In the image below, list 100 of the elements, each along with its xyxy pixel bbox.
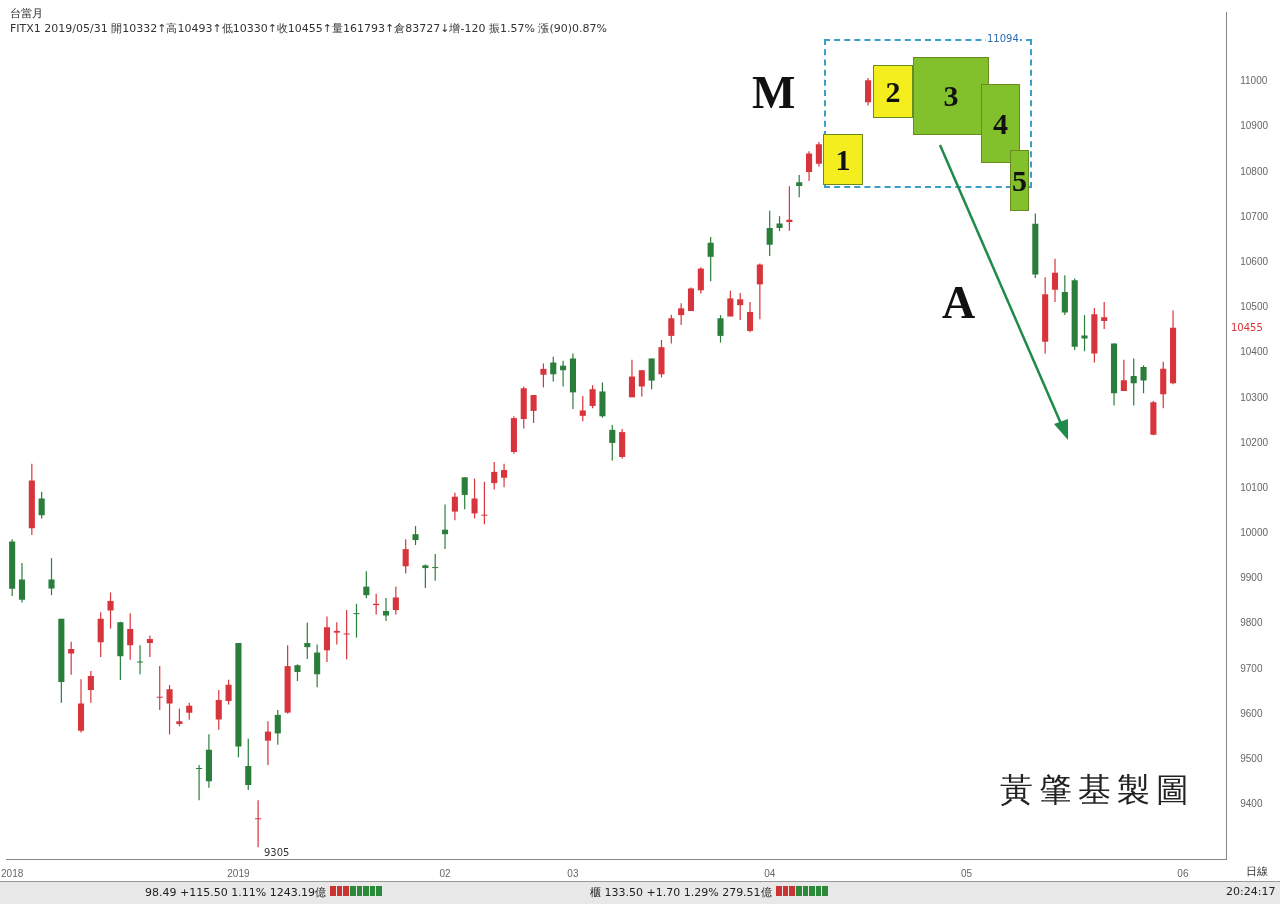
- y-tick-label: 9700: [1240, 662, 1263, 674]
- candlestick: [166, 684, 173, 735]
- candlestick: [540, 362, 547, 388]
- number-box: 5: [1010, 150, 1029, 211]
- annotation: 黃肇基製圖: [1000, 769, 1195, 811]
- candlestick: [196, 764, 203, 801]
- candlestick: [530, 394, 537, 424]
- x-tick-label: 03: [567, 867, 579, 879]
- candlestick: [697, 266, 704, 295]
- annotation: 11094: [986, 33, 1020, 44]
- candlestick: [491, 461, 498, 491]
- annotation: 5: [1012, 163, 1027, 198]
- candlestick: [245, 738, 252, 791]
- candlestick: [638, 369, 645, 398]
- candlestick: [402, 538, 409, 575]
- text: 98.49 +115.50 1.11% 1243.19億: [145, 885, 327, 900]
- candlestick: [18, 562, 26, 604]
- y-tick-label: 9500: [1240, 752, 1263, 764]
- x-tick-label: 2019: [227, 867, 250, 879]
- annotation: 2: [885, 74, 901, 109]
- candlestick: [422, 563, 429, 589]
- candlestick: [432, 553, 439, 582]
- candlestick: [451, 492, 458, 521]
- candlestick: [107, 591, 114, 630]
- candlestick: [127, 612, 134, 661]
- y-tick-label: 10100: [1240, 481, 1269, 493]
- text: 20:24:17: [1226, 885, 1276, 898]
- candlestick: [353, 603, 360, 639]
- y-tick-label: 10900: [1240, 120, 1269, 132]
- candlestick: [97, 611, 104, 658]
- candlestick: [815, 141, 822, 168]
- candlestick: [806, 150, 813, 182]
- candlestick: [1130, 357, 1137, 407]
- y-tick-label: 9800: [1240, 617, 1263, 629]
- candlestick: [255, 799, 262, 848]
- y-tick-label: 11000: [1240, 75, 1268, 87]
- candlestick: [333, 621, 340, 646]
- candlestick: [865, 77, 872, 107]
- candlestick: [756, 263, 763, 320]
- text: 櫃 133.50 +1.70 1.29% 279.51億: [590, 885, 772, 900]
- number-box: 1: [823, 134, 863, 185]
- candlestick: [461, 476, 468, 510]
- candlestick: [1140, 364, 1147, 394]
- y-tick-label: 10600: [1240, 256, 1269, 268]
- candlestick: [628, 359, 636, 398]
- candlestick: [343, 609, 350, 660]
- annotation: M: [752, 66, 796, 119]
- text: 日線: [1246, 864, 1268, 879]
- candlestick: [471, 478, 478, 519]
- candlestick: [589, 384, 596, 409]
- candlestick: [137, 644, 144, 675]
- candlestick: [382, 597, 390, 622]
- candlestick: [501, 463, 508, 488]
- candlestick: [323, 615, 331, 663]
- y-tick-label: 10000: [1240, 527, 1269, 539]
- x-tick-label: 06: [1177, 867, 1189, 879]
- y-tick-label: 10500: [1240, 301, 1269, 313]
- y-tick-label: 9400: [1240, 798, 1263, 810]
- text: FITX1 2019/05/31 開10332↑高10493↑低10330↑收10455↑量161793↑倉83727↓增-120 振1.57% 漲(90)0.87%: [10, 21, 607, 36]
- y-tick-label: 10400: [1240, 346, 1269, 358]
- annotation: 4: [993, 106, 1008, 141]
- candlestick: [609, 424, 616, 462]
- candlestick: [38, 491, 45, 519]
- x-tick-label: 05: [960, 867, 973, 879]
- candlestick: [707, 236, 714, 282]
- candlestick: [87, 670, 94, 704]
- number-box: 2: [873, 65, 913, 118]
- candlestick: [1120, 359, 1127, 392]
- annotation: 9305: [264, 847, 290, 858]
- candlestick: [156, 665, 163, 711]
- chart-title: 台當月: [10, 6, 43, 21]
- candlestick: [412, 525, 419, 546]
- text: 10455: [1229, 322, 1265, 333]
- candlestick: [392, 586, 399, 616]
- candlestick: [225, 679, 232, 706]
- candlestick: [314, 643, 321, 688]
- candlestick: [146, 634, 153, 658]
- candlestick: [550, 356, 557, 383]
- candlestick: [363, 570, 370, 599]
- candlestick: [648, 357, 655, 390]
- candlestick: [274, 709, 281, 746]
- candlestick: [1101, 301, 1108, 330]
- candlestick: [746, 301, 754, 333]
- candlestick: [1081, 314, 1088, 352]
- annotation: A: [942, 276, 976, 329]
- candlestick: [737, 292, 744, 321]
- candlestick: [796, 174, 803, 198]
- y-tick-label: 10700: [1240, 210, 1269, 222]
- x-tick-label: 2018: [1, 867, 24, 879]
- y-tick-label: 9600: [1240, 707, 1263, 719]
- annotation: 1: [835, 142, 851, 177]
- candlestick: [264, 720, 271, 766]
- candlestick: [668, 314, 675, 345]
- x-tick-label: 04: [764, 867, 776, 879]
- candlestick: [727, 290, 734, 318]
- x-tick-label: 02: [439, 867, 452, 879]
- candlestick: [1061, 274, 1068, 316]
- candlestick: [48, 557, 55, 596]
- candlestick: [481, 481, 488, 525]
- y-tick-label: 10200: [1240, 436, 1269, 448]
